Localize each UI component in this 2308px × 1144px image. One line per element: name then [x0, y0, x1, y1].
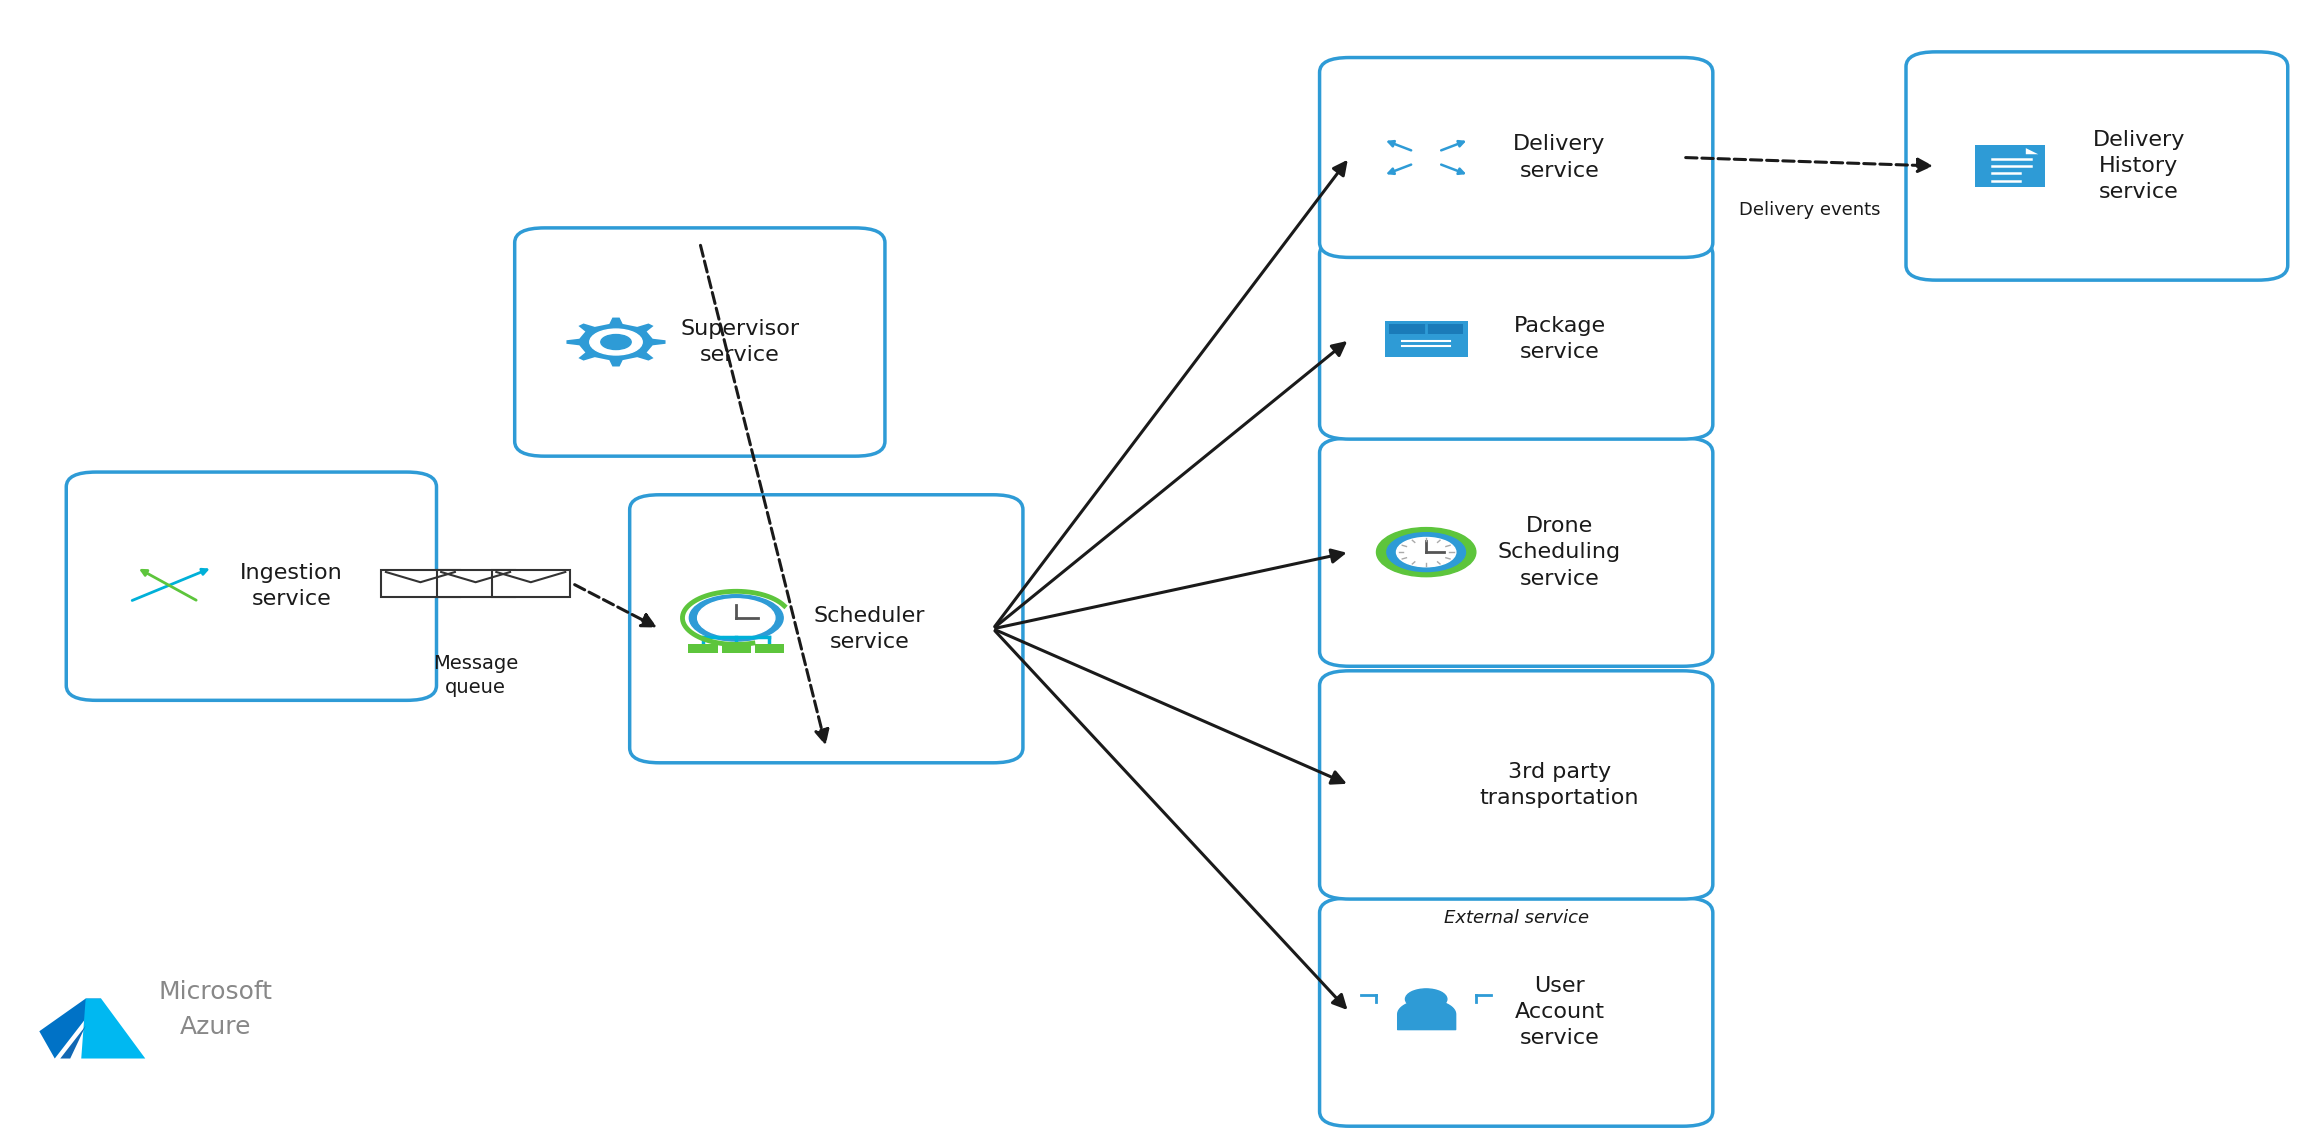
Circle shape: [600, 334, 630, 350]
Polygon shape: [565, 318, 665, 366]
FancyBboxPatch shape: [381, 570, 459, 597]
Text: Delivery
History
service: Delivery History service: [2093, 129, 2186, 202]
Text: Ingestion
service: Ingestion service: [240, 563, 344, 610]
FancyBboxPatch shape: [67, 472, 436, 700]
FancyBboxPatch shape: [436, 570, 515, 597]
Text: Delivery
service: Delivery service: [1514, 134, 1606, 181]
Circle shape: [1387, 533, 1466, 572]
Polygon shape: [60, 1026, 85, 1058]
FancyBboxPatch shape: [630, 494, 1022, 763]
Text: Message
queue: Message queue: [434, 653, 519, 697]
Circle shape: [697, 598, 775, 637]
Text: Microsoft
Azure: Microsoft Azure: [159, 979, 272, 1039]
FancyBboxPatch shape: [722, 644, 750, 653]
Text: Package
service: Package service: [1514, 316, 1606, 363]
Circle shape: [1406, 988, 1447, 1009]
FancyBboxPatch shape: [755, 644, 785, 653]
Polygon shape: [2026, 148, 2038, 154]
FancyBboxPatch shape: [1385, 321, 1468, 357]
Polygon shape: [81, 999, 145, 1058]
FancyBboxPatch shape: [1320, 239, 1713, 439]
FancyBboxPatch shape: [492, 570, 570, 597]
Text: User
Account
service: User Account service: [1514, 976, 1604, 1048]
Circle shape: [1376, 527, 1475, 577]
FancyBboxPatch shape: [1976, 144, 2045, 188]
FancyBboxPatch shape: [1320, 898, 1713, 1126]
Polygon shape: [39, 999, 102, 1058]
Circle shape: [690, 595, 782, 641]
Text: Delivery events: Delivery events: [1738, 200, 1881, 219]
Circle shape: [1396, 538, 1456, 566]
Text: 3rd party
transportation: 3rd party transportation: [1479, 762, 1639, 808]
Text: External service: External service: [1442, 909, 1588, 928]
FancyBboxPatch shape: [688, 644, 718, 653]
Text: Supervisor
service: Supervisor service: [681, 319, 801, 365]
FancyBboxPatch shape: [1320, 670, 1713, 899]
FancyBboxPatch shape: [1320, 57, 1713, 257]
FancyBboxPatch shape: [1906, 51, 2287, 280]
Text: Drone
Scheduling
service: Drone Scheduling service: [1498, 516, 1620, 588]
FancyBboxPatch shape: [1320, 438, 1713, 666]
Text: Scheduler
service: Scheduler service: [815, 605, 926, 652]
FancyBboxPatch shape: [515, 228, 884, 456]
Circle shape: [591, 329, 642, 355]
FancyBboxPatch shape: [1389, 324, 1463, 334]
